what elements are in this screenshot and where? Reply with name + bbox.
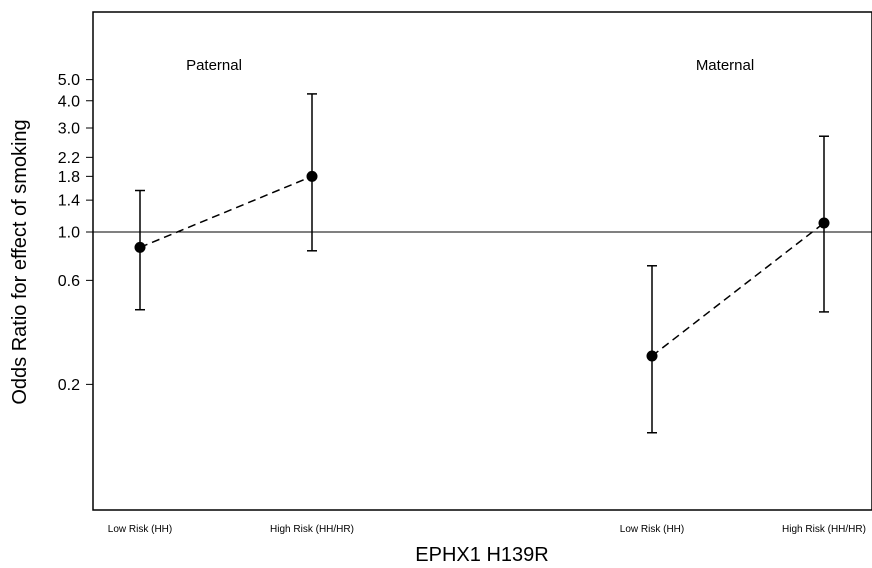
x-category-label: High Risk (HH/HR) xyxy=(782,524,866,535)
y-axis-title: Odds Ratio for effect of smoking xyxy=(9,119,31,404)
x-category-label: Low Risk (HH) xyxy=(108,524,172,535)
x-category-label: High Risk (HH/HR) xyxy=(270,524,354,535)
data-point xyxy=(818,217,830,229)
plot-marks: Paternal Maternal xyxy=(134,57,830,434)
y-tick-label: 0.6 xyxy=(58,273,80,290)
y-tick-label: 5.0 xyxy=(58,72,80,89)
panel-label: Paternal xyxy=(186,57,242,74)
connector-line xyxy=(139,175,313,249)
y-axis: 0.2 0.6 1.0 1.4 1.8 2.2 3.0 4.0 5.0 xyxy=(58,72,93,394)
y-tick-label: 2.2 xyxy=(58,150,80,167)
y-tick-label: 1.0 xyxy=(58,225,80,242)
data-point xyxy=(646,350,658,362)
x-category-label: Low Risk (HH) xyxy=(620,524,684,535)
x-axis-title: EPHX1 H139R xyxy=(415,544,548,566)
panel-label: Maternal xyxy=(696,57,754,74)
x-category-labels: Low Risk (HH) High Risk (HH/HR) Low Risk (… xyxy=(108,524,866,535)
y-tick-label: 1.8 xyxy=(58,169,80,186)
y-tick-label: 4.0 xyxy=(58,93,80,110)
y-tick-label: 3.0 xyxy=(58,120,80,137)
y-tick-label: 0.2 xyxy=(58,377,80,394)
y-tick-label: 1.4 xyxy=(58,193,80,210)
connector-line xyxy=(651,222,825,357)
plot-frame xyxy=(92,11,872,511)
data-point xyxy=(306,170,318,182)
data-point xyxy=(134,241,146,253)
